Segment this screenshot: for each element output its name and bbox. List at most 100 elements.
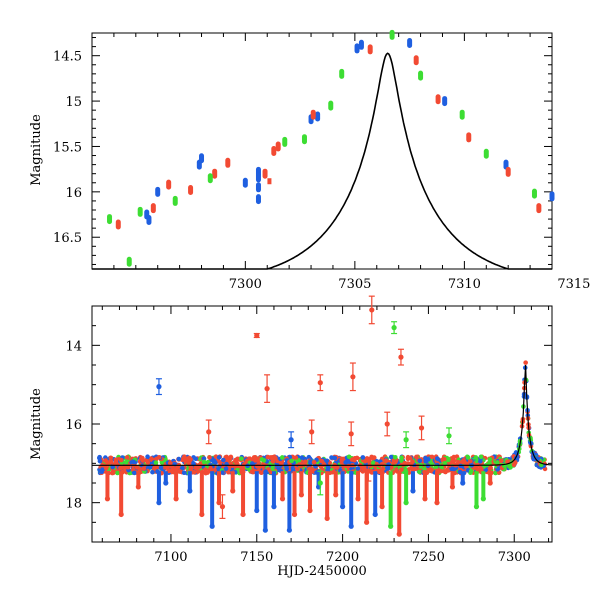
baseline-point bbox=[239, 456, 244, 461]
dip-streak bbox=[163, 471, 168, 483]
baseline-point bbox=[188, 457, 193, 462]
y-tick-label: 15 bbox=[65, 95, 82, 110]
data-point-green bbox=[483, 148, 489, 159]
baseline-point bbox=[188, 465, 194, 470]
dip-point bbox=[199, 511, 205, 518]
baseline-point bbox=[324, 458, 330, 464]
dip-streak bbox=[325, 471, 330, 519]
x-tick-label: 7200 bbox=[326, 550, 359, 565]
dip-streak bbox=[364, 471, 369, 523]
outlier-point bbox=[156, 384, 162, 390]
data-point-red bbox=[115, 219, 121, 230]
baseline-point bbox=[270, 459, 276, 464]
dip-point bbox=[173, 496, 179, 502]
dip-streak bbox=[349, 471, 354, 527]
baseline-point bbox=[167, 460, 173, 466]
dip-streak bbox=[230, 471, 235, 491]
baseline-point bbox=[110, 470, 115, 476]
baseline-point bbox=[221, 457, 226, 463]
data-point-red bbox=[225, 157, 231, 168]
baseline-point bbox=[465, 455, 471, 460]
dip-point bbox=[262, 527, 268, 533]
dip-point bbox=[298, 492, 305, 498]
baseline-point bbox=[306, 454, 312, 460]
bottom-ticks: 7100 7150 7200 7250 7300 14 16 18 bbox=[65, 305, 552, 565]
dip-streak bbox=[299, 471, 304, 495]
baseline-point bbox=[389, 465, 394, 470]
bottom-xlabel: HJD-2450000 bbox=[277, 564, 367, 579]
data-point-green bbox=[282, 136, 288, 147]
data-point-green bbox=[126, 256, 132, 267]
y-tick-label: 15.5 bbox=[53, 140, 82, 155]
baseline-point bbox=[429, 462, 435, 467]
top-ylabel: Magnitude bbox=[29, 114, 44, 186]
baseline-point bbox=[123, 459, 129, 465]
data-point-red bbox=[536, 203, 542, 214]
dip-point bbox=[355, 496, 361, 502]
baseline-point bbox=[478, 454, 484, 460]
data-point-red bbox=[367, 44, 373, 55]
outlier-point bbox=[309, 429, 315, 435]
baseline-point bbox=[159, 460, 165, 465]
baseline-point bbox=[181, 470, 187, 476]
y-tick-label: 16.5 bbox=[53, 231, 82, 246]
top-plot-frame bbox=[91, 32, 553, 270]
baseline-point bbox=[332, 455, 338, 461]
baseline-point bbox=[394, 467, 399, 472]
data-point-blue bbox=[255, 194, 261, 205]
dip-streak bbox=[136, 471, 141, 487]
baseline-point bbox=[239, 465, 245, 470]
baseline-point bbox=[308, 459, 313, 464]
baseline-point bbox=[346, 463, 351, 469]
data-point-red bbox=[310, 109, 316, 120]
baseline-point bbox=[388, 454, 394, 460]
baseline-point bbox=[211, 459, 217, 465]
baseline-point bbox=[441, 456, 447, 462]
dip-point bbox=[279, 496, 286, 502]
dip-streak bbox=[435, 471, 439, 503]
data-point-red bbox=[275, 141, 281, 152]
baseline-point bbox=[391, 460, 396, 465]
baseline-point bbox=[182, 457, 188, 463]
data-point-red bbox=[271, 146, 277, 156]
baseline-point bbox=[412, 466, 418, 472]
dip-streak bbox=[105, 471, 110, 499]
outlier-point bbox=[365, 468, 371, 474]
baseline-point bbox=[371, 455, 377, 460]
data-point-red bbox=[267, 178, 272, 185]
dip-point bbox=[396, 531, 402, 537]
outlier-point bbox=[384, 421, 390, 427]
dip-streak bbox=[410, 471, 415, 491]
baseline-point bbox=[194, 465, 199, 470]
baseline-point bbox=[259, 457, 265, 462]
baseline-point bbox=[201, 459, 207, 465]
data-point-blue bbox=[315, 111, 321, 122]
dip-streak bbox=[187, 471, 192, 491]
top-model-curve bbox=[92, 52, 552, 270]
dip-streak bbox=[404, 471, 409, 503]
baseline-point bbox=[235, 456, 241, 462]
baseline-point bbox=[145, 460, 151, 465]
baseline-point bbox=[220, 470, 225, 475]
baseline-point bbox=[334, 465, 340, 470]
data-point-red bbox=[466, 132, 472, 143]
data-point-blue bbox=[199, 153, 205, 164]
baseline-point bbox=[152, 465, 157, 471]
dip-point bbox=[254, 507, 260, 514]
baseline-point bbox=[450, 457, 456, 462]
outlier-point bbox=[254, 332, 260, 339]
baseline-point bbox=[182, 454, 187, 459]
event-point bbox=[494, 460, 500, 465]
baseline-point bbox=[141, 466, 147, 471]
x-tick-label: 7305 bbox=[338, 277, 371, 292]
baseline-point bbox=[208, 465, 213, 471]
dip-point bbox=[291, 511, 298, 518]
baseline-point bbox=[311, 459, 317, 465]
x-tick-label: 7315 bbox=[557, 277, 590, 292]
baseline-point bbox=[361, 466, 367, 472]
baseline-point bbox=[201, 456, 207, 461]
top-ticks: 7300 7305 7310 7315 14.5 15 15.5 16 16.5 bbox=[53, 33, 590, 292]
baseline-point bbox=[354, 455, 360, 461]
baseline-point bbox=[405, 454, 411, 460]
dip-streak bbox=[460, 471, 465, 483]
